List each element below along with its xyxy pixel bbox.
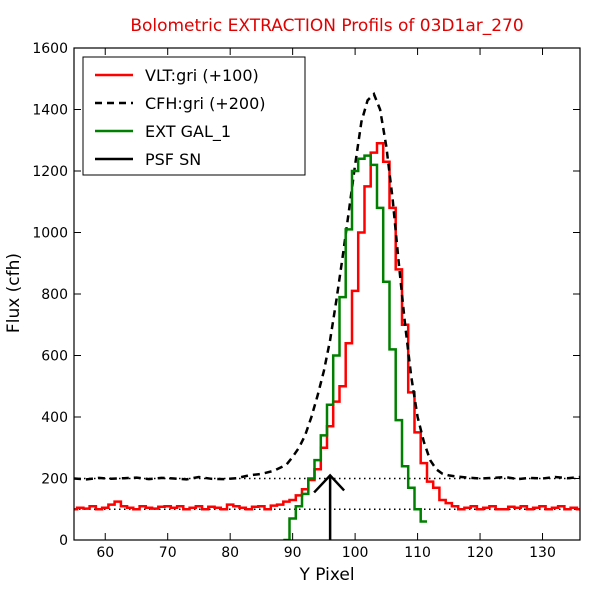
y-tick-label: 1000	[32, 226, 68, 242]
series-line-ext-gal-1	[283, 154, 427, 540]
x-tick-label: 130	[529, 545, 556, 561]
x-tick-label: 80	[221, 545, 239, 561]
x-axis-label: Y Pixel	[298, 565, 354, 585]
y-tick-label: 0	[59, 533, 68, 549]
y-tick-label: 1400	[32, 103, 68, 119]
x-tick-label: 70	[159, 545, 177, 561]
legend-label: VLT:gri (+100)	[145, 66, 259, 85]
legend: VLT:gri (+100) CFH:gri (+200) EXT GAL_1 PSF…	[82, 56, 306, 176]
series-line-cfh-gri-200	[74, 91, 580, 481]
y-tick-label: 800	[41, 287, 68, 303]
y-tick-label: 600	[41, 349, 68, 365]
x-tick-label: 60	[96, 545, 114, 561]
psf-sn-arrow	[313, 473, 346, 540]
y-tick-label: 1600	[32, 41, 68, 57]
y-tick-label: 1200	[32, 164, 68, 180]
legend-box	[82, 56, 306, 176]
y-tick-label: 200	[41, 472, 68, 488]
y-tick-label: 400	[41, 410, 68, 426]
legend-label: CFH:gri (+200)	[145, 94, 266, 113]
legend-label: PSF SN	[145, 150, 201, 169]
chart-title: Bolometric EXTRACTION Profils of 03D1ar_…	[130, 16, 523, 36]
series-line-vlt-gri-100	[74, 142, 580, 511]
x-tick-label: 90	[284, 545, 302, 561]
x-tick-label: 110	[404, 545, 431, 561]
legend-label: EXT GAL_1	[145, 122, 231, 142]
y-axis-label: Flux (cfh)	[4, 253, 24, 333]
x-tick-label: 100	[342, 545, 369, 561]
x-tick-label: 120	[467, 545, 494, 561]
